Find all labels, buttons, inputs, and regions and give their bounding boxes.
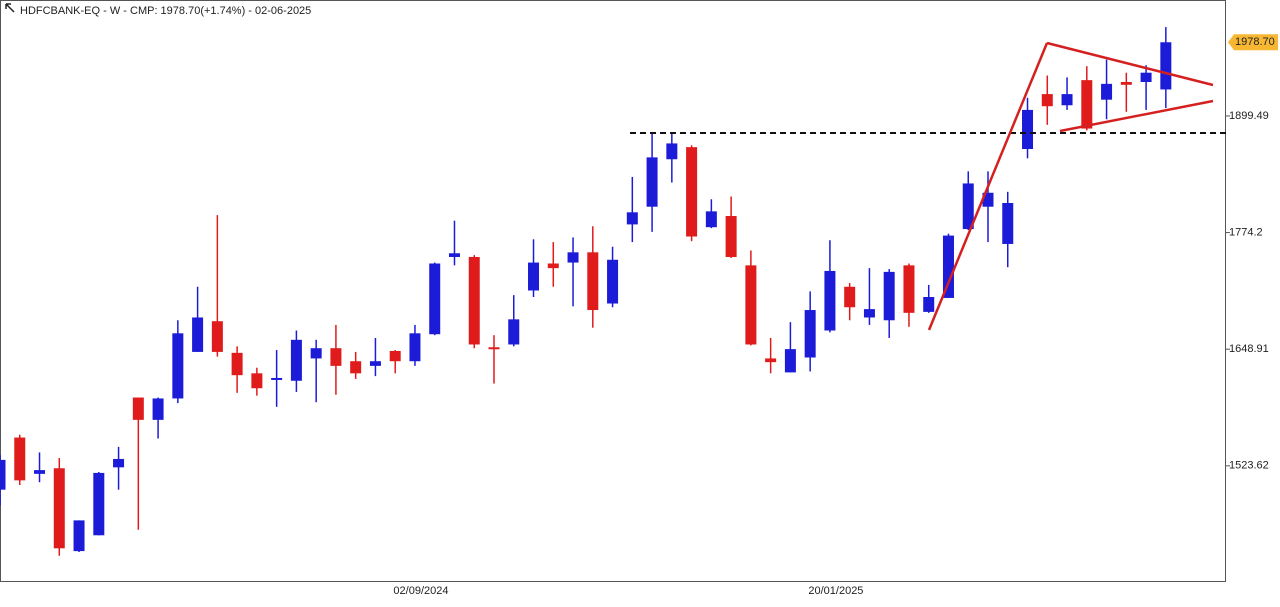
body	[923, 297, 935, 312]
body	[607, 259, 619, 304]
body	[705, 211, 717, 228]
body	[1002, 202, 1014, 244]
body	[34, 470, 46, 474]
body	[330, 348, 342, 366]
body	[725, 216, 737, 257]
body	[646, 157, 658, 207]
body	[784, 349, 796, 373]
body	[192, 317, 204, 352]
body	[1160, 42, 1172, 90]
body	[172, 333, 184, 399]
body	[962, 183, 974, 230]
upper-trend-line	[1046, 41, 1214, 87]
icon	[5, 3, 15, 13]
body	[903, 265, 915, 313]
x-tick-label: 02/09/2024	[393, 585, 448, 597]
body	[547, 263, 559, 269]
body	[290, 339, 302, 381]
y-tick-label: 1523.62	[1229, 460, 1269, 472]
body	[53, 468, 65, 549]
body	[765, 358, 777, 363]
body	[1022, 109, 1034, 150]
price-tag	[1228, 34, 1278, 51]
body	[508, 319, 520, 345]
price-tag-label: 1978.70	[1235, 36, 1275, 48]
body	[824, 270, 836, 331]
body	[113, 458, 125, 468]
x-tick-label: 20/01/2025	[808, 585, 863, 597]
body	[1140, 72, 1152, 82]
flag-pole	[927, 42, 1049, 331]
body	[93, 472, 105, 536]
body	[666, 143, 678, 160]
body	[231, 352, 243, 376]
body	[73, 520, 85, 552]
body	[389, 350, 401, 362]
body	[132, 397, 144, 420]
body	[863, 309, 875, 318]
body	[429, 263, 441, 335]
body	[626, 212, 638, 225]
body	[409, 333, 421, 362]
y-tick-label: 1899.49	[1229, 110, 1269, 122]
body	[587, 252, 599, 311]
body	[686, 147, 698, 237]
body	[369, 361, 381, 366]
candles	[0, 27, 1172, 556]
y-tick-label: 1774.2	[1229, 227, 1263, 239]
body	[1041, 94, 1053, 107]
body	[211, 321, 223, 352]
body	[745, 265, 757, 345]
body	[448, 253, 460, 257]
lower-trend-line	[1059, 99, 1214, 133]
body	[310, 348, 322, 359]
body	[942, 235, 954, 298]
body	[1101, 83, 1113, 100]
body	[804, 310, 816, 358]
body	[883, 271, 895, 321]
body	[844, 286, 856, 308]
y-tick-label: 1648.91	[1229, 343, 1269, 355]
body	[528, 262, 540, 291]
body	[251, 373, 263, 389]
chart-title: HDFCBANK-EQ - W - CMP: 1978.70(+1.74%) -…	[20, 5, 311, 17]
body	[468, 256, 480, 345]
body	[152, 398, 164, 420]
body	[982, 192, 994, 207]
trend-lines	[927, 41, 1214, 331]
body	[567, 252, 579, 263]
body	[1120, 81, 1132, 85]
body	[271, 377, 283, 380]
body	[350, 361, 362, 374]
body	[14, 437, 26, 481]
body	[0, 459, 6, 490]
body	[488, 347, 500, 350]
body	[1081, 80, 1093, 129]
body	[1061, 94, 1073, 106]
